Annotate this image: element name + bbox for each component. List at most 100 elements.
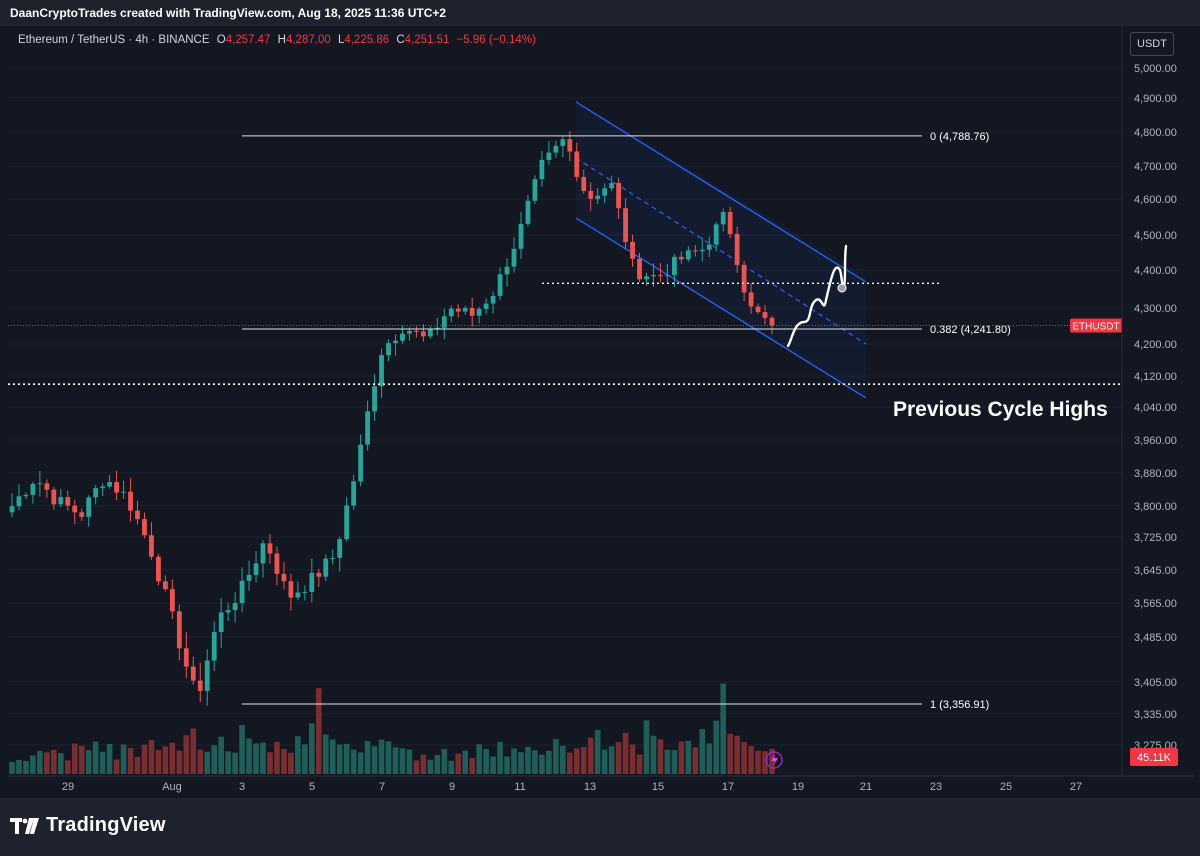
volume-bar: [44, 752, 50, 774]
candle-body: [72, 505, 78, 513]
candle-body: [546, 152, 552, 160]
channel-lower: [575, 217, 867, 399]
candle-body: [218, 612, 224, 632]
volume-bar: [720, 683, 726, 774]
volume-bar: [622, 732, 629, 774]
candle-body: [434, 327, 440, 329]
candle-body: [309, 572, 315, 592]
tradingview-logo[interactable]: TradingView: [10, 814, 166, 837]
volume-bar: [699, 729, 706, 774]
candle-body: [651, 275, 656, 277]
y-tick-label: 3,405.00: [1134, 677, 1177, 689]
volume-bar: [141, 744, 148, 774]
volume-bar: [92, 741, 99, 774]
volume-bar: [685, 740, 692, 774]
candle-body: [86, 497, 92, 517]
y-tick-label: 3,565.00: [1134, 598, 1177, 610]
x-tick-label: 15: [652, 781, 664, 793]
candle-body: [441, 316, 447, 328]
y-tick-label: 4,600.00: [1134, 194, 1177, 206]
candle-body: [149, 535, 154, 557]
candle-body: [211, 631, 217, 661]
price-chart[interactable]: 0 (4,788.76) 0.382 (4,241.80) 1 (3,356.91)…: [0, 0, 1200, 798]
candle-body: [420, 331, 426, 337]
volume-bar: [413, 760, 420, 774]
x-tick-label: 3: [239, 781, 245, 793]
volume-bar: [183, 735, 190, 774]
volume-bar: [497, 741, 503, 774]
volume-bar: [85, 750, 92, 774]
candle-body: [560, 139, 566, 146]
x-tick-label: 29: [62, 781, 74, 793]
volume-bar: [288, 752, 294, 774]
volume-bar: [629, 744, 636, 774]
candle-body: [727, 211, 733, 234]
y-tick-label: 3,335.00: [1134, 709, 1177, 721]
volume-bar: [267, 752, 273, 774]
volume-bar: [371, 746, 378, 774]
volume-bar: [127, 748, 134, 774]
volume-bar: [532, 750, 538, 774]
volume-bar: [23, 761, 29, 774]
x-tick-label: 7: [379, 781, 385, 793]
chart-caption: DaanCryptoTrades created with TradingVie…: [10, 6, 447, 20]
volume-bar: [302, 744, 308, 774]
volume-bar: [155, 750, 162, 774]
volume-bar: [58, 753, 64, 774]
volume-bar: [748, 746, 754, 774]
candle-body: [204, 660, 210, 691]
x-tick-label: Aug: [162, 781, 182, 793]
candle-body: [344, 505, 350, 540]
volume-bar: [399, 748, 406, 774]
x-tick-label: 23: [930, 781, 942, 793]
x-tick-label: 21: [860, 781, 872, 793]
symbol-legend: Ethereum / TetherUS · 4h · BINANCE O4,25…: [18, 34, 536, 46]
candle-body: [769, 317, 775, 326]
candle-body: [658, 275, 663, 277]
symbol-name[interactable]: Ethereum / TetherUS · 4h · BINANCE: [18, 34, 210, 46]
volume-tag: [1130, 748, 1178, 766]
symbol-tag: [1070, 318, 1122, 333]
volume-bar: [657, 739, 664, 774]
close-label: C: [396, 34, 405, 46]
candle-body: [574, 151, 580, 177]
volume-bar: [420, 754, 427, 774]
volume-bar: [594, 730, 601, 774]
candle-body: [588, 190, 594, 199]
y-tick-label: 3,800.00: [1134, 501, 1177, 513]
footer-bar: [0, 798, 1200, 856]
volume-bar: [281, 748, 287, 774]
candle-body: [748, 292, 754, 307]
volume-bar: [727, 733, 733, 774]
candle-body: [490, 295, 496, 304]
volume-bar: [71, 743, 78, 774]
y-tick-label: 3,960.00: [1134, 435, 1177, 447]
candle-body: [37, 483, 43, 485]
volume-bar: [713, 720, 720, 774]
volume-bar: [260, 742, 266, 774]
y-tick-label: 4,500.00: [1134, 230, 1177, 242]
volume-bar: [162, 746, 169, 774]
candle-body: [197, 680, 203, 691]
price-axis: 5,000.00 4,900.00 4,800.00 4,700.00 4,600.00…: [1121, 26, 1194, 776]
volume-bar: [51, 749, 57, 774]
volume-bar: [504, 756, 510, 774]
candle-body: [609, 183, 615, 189]
candle-body: [504, 266, 510, 275]
candle-body: [414, 330, 419, 332]
volume-bar: [274, 741, 280, 774]
volume-bar: [706, 743, 713, 774]
volume-bar: [553, 739, 559, 774]
candle-body: [169, 589, 175, 612]
volume-bar: [406, 749, 413, 774]
volume-bar: [336, 744, 343, 774]
currency-button[interactable]: USDT: [1130, 32, 1174, 56]
candle-body: [260, 543, 266, 564]
candle-body: [16, 496, 22, 507]
candle-body: [9, 506, 15, 513]
volume-bar: [546, 750, 552, 774]
volume-bar: [364, 740, 371, 774]
volume-bar: [9, 762, 15, 774]
volume-bar: [385, 741, 392, 774]
x-tick-label: 9: [449, 781, 455, 793]
